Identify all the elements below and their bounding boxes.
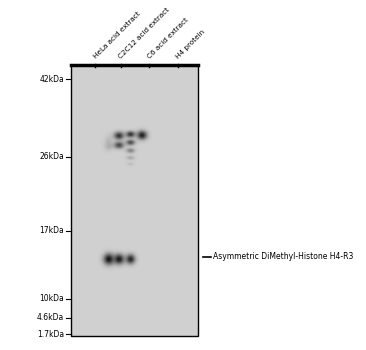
- Text: 10kDa: 10kDa: [40, 294, 64, 303]
- Text: C6 acid extract: C6 acid extract: [146, 17, 190, 60]
- Text: 1.7kDa: 1.7kDa: [37, 330, 64, 338]
- Text: H4 protein: H4 protein: [175, 29, 206, 60]
- Text: C2C12 acid extract: C2C12 acid extract: [118, 7, 171, 60]
- Text: 26kDa: 26kDa: [40, 152, 64, 161]
- Text: 42kDa: 42kDa: [40, 75, 64, 84]
- Text: 4.6kDa: 4.6kDa: [37, 314, 64, 322]
- Bar: [71, 65, 198, 336]
- Text: 17kDa: 17kDa: [40, 226, 64, 236]
- Text: Asymmetric DiMethyl-Histone H4-R3: Asymmetric DiMethyl-Histone H4-R3: [213, 252, 353, 261]
- Text: HeLa acid extract: HeLa acid extract: [93, 11, 142, 60]
